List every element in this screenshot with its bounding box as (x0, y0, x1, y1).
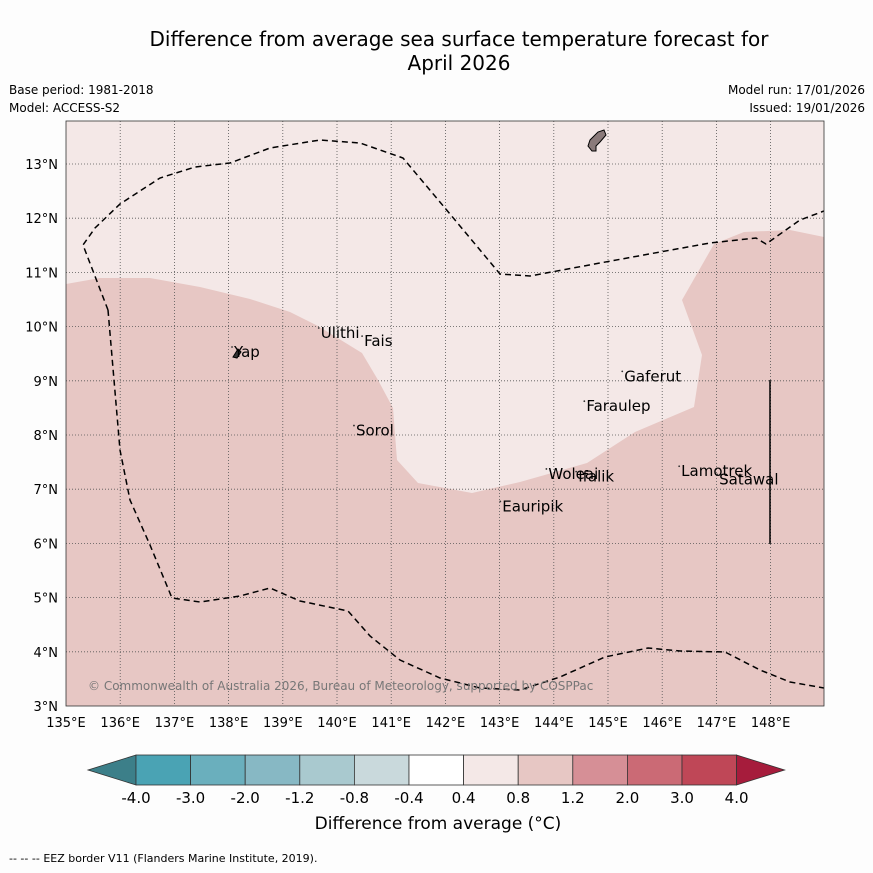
island-marker (361, 335, 363, 338)
lon-tick-label: 140°E (317, 716, 357, 731)
lon-tick-label: 145°E (588, 716, 628, 731)
island-marker (575, 470, 578, 473)
colorbar-swatch (299, 754, 355, 786)
colorbar-tick-label: 2.0 (615, 789, 639, 807)
meta-right: Model run: 17/01/2026 Issued: 19/01/2026 (728, 81, 865, 117)
lon-tick-label: 138°E (209, 716, 249, 731)
lat-tick-label: 6°N (34, 537, 59, 552)
map-frame (65, 120, 825, 707)
colorbar-tick-label: 4.0 (725, 789, 749, 807)
colorbar-swatch (244, 754, 301, 786)
issued-date: Issued: 19/01/2026 (749, 101, 865, 115)
lat-tick-label: 12°N (25, 212, 58, 227)
island-marker (499, 500, 502, 503)
lon-tick-label: 143°E (480, 716, 520, 731)
lat-tick-label: 13°N (25, 158, 58, 173)
island-label: Lamotrek (681, 462, 752, 480)
island-label: Woleai (548, 465, 598, 483)
colorbar-swatch (135, 754, 191, 786)
lon-tick-label: 146°E (642, 716, 682, 731)
lon-tick-label: 147°E (697, 716, 737, 731)
eez-legend: -- -- -- EEZ border V11 (Flanders Marine… (9, 852, 317, 865)
lon-tick-label: 137°E (155, 716, 195, 731)
eez-legend-text: EEZ border V11 (Flanders Marine Institut… (43, 852, 318, 865)
lat-tick-label: 4°N (34, 646, 59, 661)
colorbar-tick-label: -0.8 (340, 789, 369, 807)
colorbar-swatch (463, 754, 519, 786)
lat-tick-label: 9°N (34, 375, 59, 390)
island-marker (317, 327, 320, 329)
colorbar-under-arrow (86, 754, 137, 786)
island-label: Fais (364, 332, 393, 350)
title-line-2: April 2026 (407, 51, 511, 75)
lat-tick-label: 8°N (34, 429, 59, 444)
copyright-notice: © Commonwealth of Australia 2026, Bureau… (88, 679, 593, 693)
colorbar-tick-label: 1.2 (561, 789, 585, 807)
lon-tick-label: 139°E (263, 716, 303, 731)
island-label: Faraulep (586, 397, 650, 415)
island-marker (545, 468, 548, 470)
island-label: Gaferut (624, 367, 681, 385)
colorbar-swatch (681, 754, 737, 786)
lon-tick-label: 135°E (46, 716, 86, 731)
island-label: Yap (233, 343, 260, 361)
guam-landmass (587, 129, 607, 152)
lat-tick-label: 7°N (34, 483, 59, 498)
island-marker (583, 400, 586, 403)
colorbar-tick-label: -2.0 (231, 789, 260, 807)
island-label: Sorol (356, 422, 394, 440)
colorbar-tick-label: -0.4 (394, 789, 423, 807)
colorbar-swatch (190, 754, 246, 786)
model-name: Model: ACCESS-S2 (9, 101, 121, 115)
island-label: Ulithi (321, 324, 360, 342)
island-label: Ifalik (578, 468, 614, 486)
colorbar-swatch (627, 754, 683, 786)
island-marker (231, 346, 233, 348)
lat-tick-label: 10°N (25, 321, 58, 336)
island-label: Eauripik (502, 497, 563, 515)
colorbar-over-arrow (736, 754, 786, 786)
lon-tick-label: 144°E (534, 716, 574, 731)
lat-tick-label: 3°N (34, 700, 59, 715)
eez-legend-symbol: -- -- -- (9, 852, 40, 865)
colorbar-tick-label: -3.0 (176, 789, 205, 807)
colorbar: -4.0 -3.0 -2.0 -1.2 -0.8 -0.4 0.4 0.8 1.2 2.0 3.0 4… (86, 754, 786, 807)
colorbar-tick-label: -1.2 (285, 789, 314, 807)
lon-tick-label: 148°E (751, 716, 791, 731)
eez-border-north (82, 139, 824, 311)
colorbar-swatch (408, 754, 464, 786)
colorbar-tick-label: -4.0 (121, 789, 150, 807)
eez-border-west-south (107, 309, 824, 691)
island-marker (621, 370, 624, 373)
colorbar-swatch (517, 754, 574, 786)
island-marker (678, 465, 681, 468)
island-marker (716, 473, 719, 476)
title-line-1: Difference from average sea surface temp… (149, 27, 769, 51)
meta-left: Base period: 1981-2018 Model: ACCESS-S2 (9, 81, 154, 117)
colorbar-tick-label: 0.8 (506, 789, 530, 807)
chart-title: Difference from average sea surface temp… (0, 27, 873, 75)
island-marker (353, 424, 355, 427)
colorbar-tick-label: 3.0 (670, 789, 694, 807)
anomaly-region-0.8-1.2 (66, 230, 824, 706)
lon-tick-label: 142°E (426, 716, 466, 731)
graticule (66, 121, 824, 706)
colorbar-swatch (572, 754, 628, 786)
lon-tick-label: 136°E (100, 716, 140, 731)
island-labels: Ulithi Fais Yap Gaferut Faraulep Sorol Lamotre… (231, 324, 779, 515)
colorbar-swatch (353, 754, 410, 786)
island-label: Satawal (719, 470, 778, 488)
base-period: Base period: 1981-2018 (9, 83, 154, 97)
lat-tick-label: 5°N (34, 592, 59, 607)
lat-tick-label: 11°N (25, 266, 58, 281)
yap-landmass (232, 348, 242, 359)
model-run: Model run: 17/01/2026 (727, 83, 865, 97)
axis-tick-labels: 135°E 136°E 137°E 138°E 139°E 140°E 141°E 142°E… (25, 158, 790, 731)
lon-tick-label: 141°E (371, 716, 411, 731)
colorbar-title: Difference from average (°C) (314, 814, 562, 834)
colorbar-tick-label: 0.4 (452, 789, 476, 807)
